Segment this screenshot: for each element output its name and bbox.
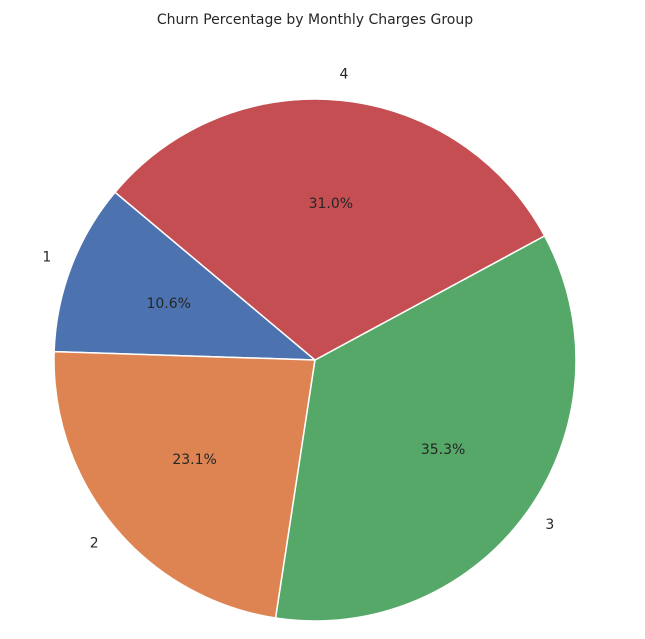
slice-label: 1 bbox=[42, 249, 51, 265]
percent-label: 23.1% bbox=[172, 452, 216, 468]
percent-label: 35.3% bbox=[421, 442, 465, 458]
pie-slice bbox=[53, 350, 316, 619]
percent-label: 10.6% bbox=[146, 296, 190, 312]
chart-title: Churn Percentage by Monthly Charges Grou… bbox=[157, 12, 473, 28]
slice-label: 2 bbox=[90, 536, 99, 552]
pie-slice bbox=[274, 234, 577, 622]
pie-slice bbox=[53, 191, 318, 361]
pie-slice bbox=[114, 98, 546, 361]
percent-label: 31.0% bbox=[309, 196, 353, 212]
slice-label: 4 bbox=[340, 66, 349, 82]
slice-label: 3 bbox=[545, 517, 554, 533]
